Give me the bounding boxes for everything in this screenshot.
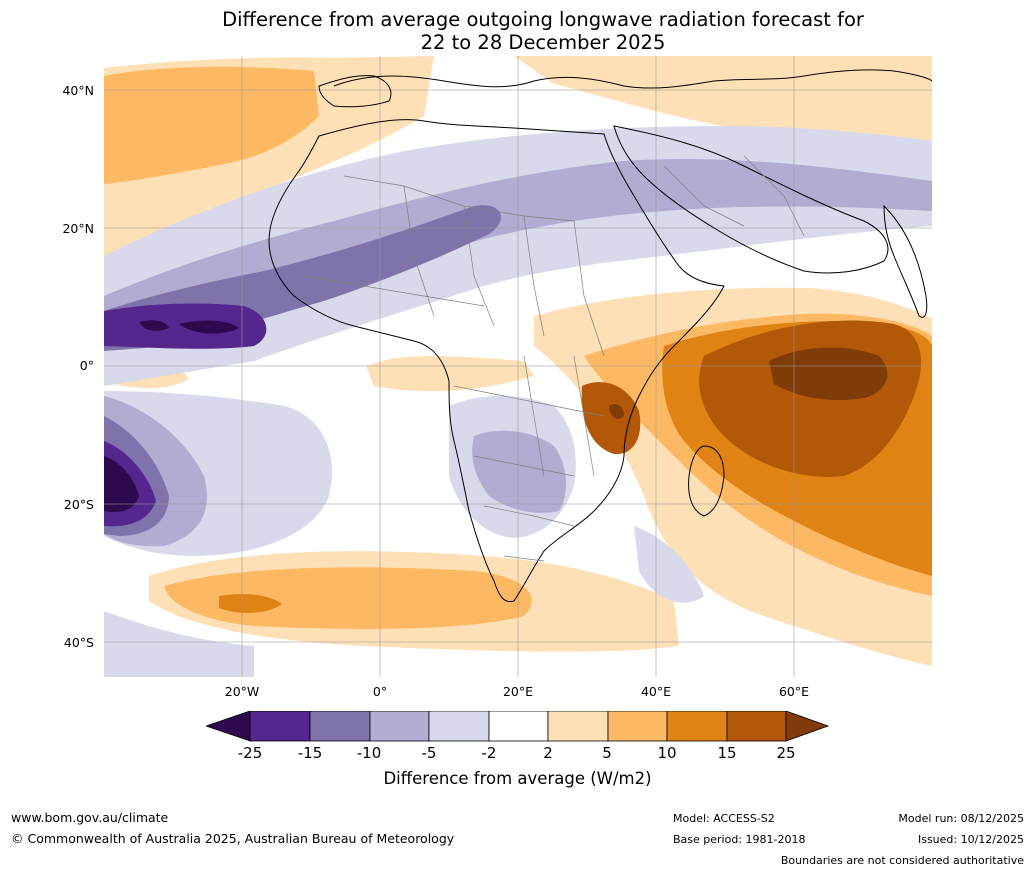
map-title-line2: 22 to 28 December 2025 <box>420 31 666 54</box>
colorbar-tick-5: -2 <box>481 744 497 762</box>
anomaly-region-purple-extreme-atlantic <box>139 320 169 331</box>
footer-base-period: Base period: 1981-2018 <box>673 833 806 846</box>
colorbar-tick-1: -25 <box>237 744 263 762</box>
footer-issued: Issued: 10/12/2025 <box>917 833 1024 846</box>
lon-label-20w: 20°W <box>224 684 260 699</box>
colorbar-segment-1 <box>249 711 311 742</box>
colorbar-segment-3 <box>369 711 430 742</box>
colorbar-tick-9: 15 <box>717 744 737 762</box>
map-area <box>104 56 932 677</box>
colorbar-segment-7 <box>607 711 668 742</box>
footer-copyright: © Commonwealth of Australia 2025, Austra… <box>11 831 455 846</box>
lon-label-0: 0° <box>372 684 388 699</box>
anomaly-region-orange-dark-south-atlantic-patch <box>219 594 282 613</box>
lon-label-40e: 40°E <box>640 684 672 699</box>
coastlines <box>268 69 932 603</box>
colorbar-segment-5 <box>488 711 549 742</box>
lat-label-40n: 40°N <box>62 83 94 98</box>
arabia-coastline <box>613 125 889 274</box>
country-borders <box>303 155 805 562</box>
lat-label-20s: 20°S <box>63 497 94 512</box>
map-title-line1: Difference from average outgoing longwav… <box>222 8 864 31</box>
lon-label-20e: 20°E <box>502 684 534 699</box>
europe-coastline <box>333 69 932 89</box>
map-title: Difference from average outgoing longwav… <box>0 8 1035 54</box>
lat-label-40s: 40°S <box>63 635 94 650</box>
anomaly-region-purple-light-mozambique-channel <box>634 526 704 603</box>
anomaly-region-orange-extreme-core <box>769 347 888 401</box>
colorbar-segment-6 <box>547 711 609 742</box>
africa-coastline <box>268 119 725 603</box>
colorbar-tick-4: -5 <box>421 744 437 762</box>
anomaly-region-purple-light-southwest <box>104 611 254 677</box>
colorbar <box>206 711 830 742</box>
colorbar-segment-8 <box>666 711 728 742</box>
anomaly-region-purple-extreme-atlantic-2 <box>179 320 239 334</box>
colorbar-tick-8: 10 <box>657 744 677 762</box>
colorbar-segment-2 <box>309 711 371 742</box>
footer-website: www.bom.gov.au/climate <box>11 810 169 825</box>
colorbar-segment-4 <box>428 711 490 742</box>
anomaly-region-orange-medium-north-atlantic <box>104 66 319 184</box>
footer-model-run: Model run: 08/12/2025 <box>898 812 1024 825</box>
anomaly-region-purple-medium-sahel <box>104 158 932 346</box>
lat-label-20n: 20°N <box>62 221 94 236</box>
colorbar-tick-7: 5 <box>602 744 612 762</box>
colorbar-segment-lowest <box>206 711 251 742</box>
colorbar-tick-6: 2 <box>543 744 553 762</box>
anomaly-region-orange-light-west-africa <box>366 356 534 392</box>
lat-label-0: 0° <box>79 358 94 373</box>
footer-model: Model: ACCESS-S2 <box>673 812 775 825</box>
anomaly-region-orange-medium-south-atlantic <box>164 567 532 629</box>
colorbar-segment-highest <box>785 711 830 742</box>
colorbar-label: Difference from average (W/m2) <box>383 769 652 788</box>
anomaly-map <box>104 56 932 677</box>
lon-label-60e: 60°E <box>778 684 810 699</box>
anomaly-region-orange-extreme-small <box>609 404 624 419</box>
madagascar-coastline <box>688 445 725 517</box>
india-coastline <box>883 204 928 318</box>
anomaly-region-purple-medium-angola <box>472 430 566 513</box>
colorbar-tick-3: -10 <box>356 744 382 762</box>
footer-boundaries: Boundaries are not considered authoritat… <box>780 854 1024 867</box>
colorbar-segment-9 <box>726 711 787 742</box>
iberia-coastline <box>318 75 392 108</box>
gridlines <box>104 56 932 677</box>
anomaly-region-purple-extreme-southwest <box>104 456 139 513</box>
colorbar-tick-10: 25 <box>776 744 796 762</box>
colorbar-tick-2: -15 <box>297 744 323 762</box>
